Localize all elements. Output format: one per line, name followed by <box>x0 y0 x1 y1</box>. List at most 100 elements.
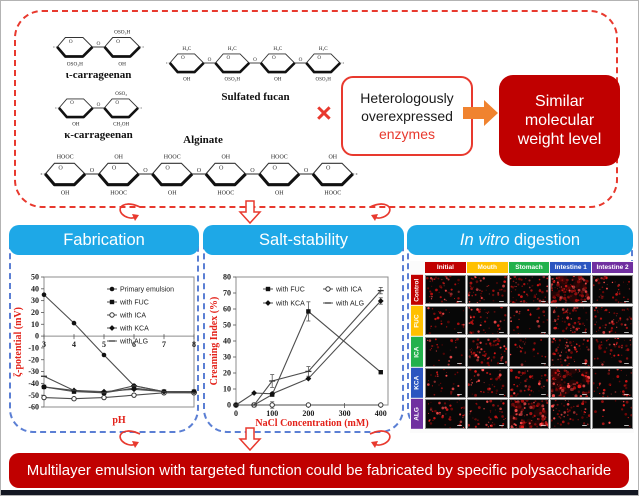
svg-text:-20: -20 <box>28 355 39 364</box>
svg-text:H₃C: H₃C <box>182 46 191 52</box>
svg-text:20: 20 <box>31 308 39 317</box>
svg-text:O: O <box>112 165 117 171</box>
svg-text:40: 40 <box>31 284 39 293</box>
digestion-stage-header: Stomach <box>508 262 550 273</box>
svg-text:OSO₃: OSO₃ <box>115 91 127 97</box>
enzyme-box: Heterologously overexpressed enzymes <box>341 76 473 156</box>
micrograph-cell <box>508 274 550 305</box>
digestion-sample-label: KCA <box>411 368 423 398</box>
svg-text:OH: OH <box>118 61 126 67</box>
curved-down-arrow-icon <box>119 203 141 221</box>
svg-text:200: 200 <box>302 409 314 418</box>
panel-title: Salt-stability <box>259 230 348 249</box>
svg-text:OH: OH <box>274 77 282 83</box>
svg-text:H₃C: H₃C <box>319 46 328 52</box>
micrograph-cell <box>425 305 466 336</box>
micrograph-cell <box>508 399 550 430</box>
micrograph-cell <box>592 274 633 305</box>
svg-text:O: O <box>58 165 63 171</box>
legend-item: with FUC <box>119 299 149 306</box>
svg-text:O: O <box>272 165 277 171</box>
legend-item: with ALG <box>119 338 148 345</box>
svg-text:O: O <box>69 39 73 45</box>
svg-text:3: 3 <box>42 340 46 349</box>
micrograph-cell <box>425 399 466 430</box>
svg-text:OSO₃H: OSO₃H <box>67 61 83 67</box>
enzyme-line-3: enzymes <box>378 126 436 143</box>
iota-carrageenan-structure: O O OSO₃H O OSO₃H OH <box>53 29 144 67</box>
svg-text:O: O <box>299 57 303 63</box>
legend-item: with ALG <box>335 300 364 307</box>
svg-text:OH: OH <box>329 155 338 161</box>
svg-text:300: 300 <box>339 409 351 418</box>
svg-text:O: O <box>181 55 185 61</box>
svg-text:O: O <box>304 168 309 174</box>
enzyme-line-1: Heterologously <box>360 89 454 106</box>
svg-text:OSO₃H: OSO₃H <box>114 29 130 35</box>
micrograph-cell <box>466 399 508 430</box>
svg-text:H₃C: H₃C <box>273 46 282 52</box>
svg-text:HOOC: HOOC <box>57 155 74 161</box>
salt-stability-panel: Salt-stability 0 10 20 30 40 50 60 70 80 0 100 200 3… <box>203 225 404 433</box>
molecule-label: κ-carrageenan <box>64 129 133 141</box>
micrograph-cell <box>550 305 592 336</box>
svg-text:NaCl Concentration (mM): NaCl Concentration (mM) <box>255 418 368 429</box>
svg-text:pH: pH <box>112 415 126 426</box>
svg-text:O: O <box>197 168 202 174</box>
digestion-stage-header: Intestine 2 <box>592 262 633 273</box>
micrograph-cell <box>466 336 508 367</box>
legend-item: with ICA <box>119 312 146 319</box>
micrograph-cell <box>550 336 592 367</box>
svg-text:8: 8 <box>192 340 196 349</box>
micrograph-cell <box>425 274 466 305</box>
panel-title: Fabrication <box>63 230 145 249</box>
micrograph-cell <box>466 305 508 336</box>
multiply-sign: × <box>316 98 332 128</box>
svg-text:10: 10 <box>31 320 39 329</box>
svg-text:30: 30 <box>31 296 39 305</box>
micrograph-cell <box>592 399 633 430</box>
svg-text:50: 50 <box>223 321 231 330</box>
svg-text:30: 30 <box>223 353 231 362</box>
svg-text:Creaming Index (%): Creaming Index (%) <box>209 297 220 386</box>
svg-text:HOOC: HOOC <box>271 155 288 161</box>
svg-text:6: 6 <box>132 340 136 349</box>
svg-text:O: O <box>97 102 101 108</box>
svg-text:0: 0 <box>234 409 238 418</box>
legend-item: with KCA <box>119 325 149 332</box>
svg-text:OSO₃H: OSO₃H <box>225 77 241 83</box>
svg-text:50: 50 <box>31 273 39 282</box>
zeta-potential-chart: -60 -50 -40 -30 -20 -10 0 10 20 30 40 50 3 4 5 6 7 8 Prima… <box>13 273 197 426</box>
fabrication-panel: Fabrication -60 -50 -40 -30 -20 -10 0 10 20 30 40 5… <box>9 225 199 433</box>
curved-down-arrow-icon <box>369 430 391 448</box>
svg-text:HOOC: HOOC <box>110 191 127 197</box>
svg-text:60: 60 <box>223 305 231 314</box>
svg-text:O: O <box>326 165 331 171</box>
digestion-sample-label: ICA <box>411 336 423 367</box>
svg-text:0: 0 <box>227 401 231 410</box>
svg-text:0: 0 <box>35 332 39 341</box>
digestion-header: In vitro digestion <box>407 225 633 255</box>
svg-text:OH: OH <box>114 155 123 161</box>
micrograph-cell <box>425 368 466 398</box>
micrograph-cell <box>508 368 550 398</box>
svg-text:80: 80 <box>223 273 231 282</box>
svg-text:O: O <box>97 41 101 47</box>
micrograph-cell <box>592 336 633 367</box>
svg-text:O: O <box>70 100 74 106</box>
micrograph-cell <box>466 274 508 305</box>
svg-text:O: O <box>219 165 224 171</box>
micrograph-cell <box>508 305 550 336</box>
molecule-label: Alginate <box>183 134 223 146</box>
svg-text:OSO₃H: OSO₃H <box>315 77 331 83</box>
enzyme-line-2: overexpressed <box>361 107 453 124</box>
micrograph-cell <box>550 274 592 305</box>
bottom-border-bar <box>1 490 638 495</box>
micrograph-cell <box>508 336 550 367</box>
micrograph-grid: Initial Mouth Stomach Intestine 1 Intestine … <box>410 261 634 433</box>
panel-title-italic: In vitro <box>459 230 510 249</box>
salt-stability-header: Salt-stability <box>203 225 404 255</box>
legend-item: with ICA <box>335 286 362 293</box>
